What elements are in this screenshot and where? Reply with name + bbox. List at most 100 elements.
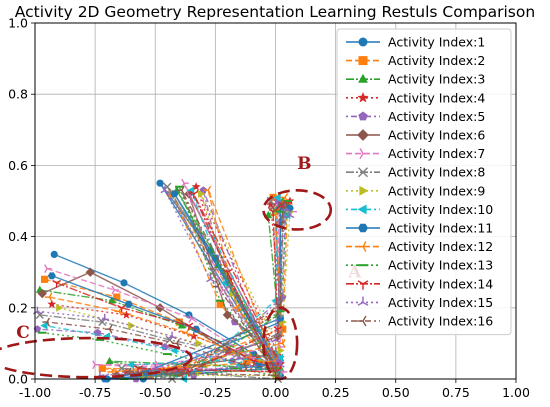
data-point [167,331,177,340]
y-tick-label: 0.2 [8,300,28,315]
data-point [268,203,277,213]
data-point [155,303,165,313]
data-point [120,279,128,287]
data-point [184,322,194,331]
data-point [104,324,113,334]
legend: Activity Index:1 Activity Index:2 Activity… [336,28,512,336]
legend-label: Activity Index:7 [388,146,485,161]
data-point [52,279,62,288]
data-point [275,353,284,362]
data-point [232,303,240,313]
data-point [266,199,276,209]
data-point [126,360,135,369]
y-tick-label: 0.4 [8,229,28,244]
data-point [33,325,42,333]
legend-entry: Activity Index:12 [346,239,493,254]
data-point [121,310,131,319]
x-tick-label: -0.75 [79,385,111,400]
data-point [271,335,280,343]
legend-marker [357,296,369,306]
data-point [111,285,120,295]
data-point [279,325,287,333]
legend-marker [357,280,369,290]
legend-marker [357,315,367,327]
legend-marker [357,241,367,253]
legend-marker [358,56,368,66]
x-tick-label: 0.00 [262,385,290,400]
annotation-ellipse-c [0,336,193,379]
data-point [100,313,110,322]
legend-marker [358,167,368,178]
data-point [170,346,178,355]
legend-marker [357,129,369,141]
data-point [177,185,185,195]
series-layer [33,178,298,384]
data-point [47,299,57,309]
legend-marker [357,204,367,215]
x-tick-label: -0.50 [139,385,171,400]
legend-entry: Activity Index:3 [346,72,485,87]
data-point [40,321,48,330]
data-point [42,317,50,327]
legend-entry: Activity Index:2 [346,53,485,68]
legend-entry: Activity Index:14 [346,276,493,291]
annotation-ellipse-b [262,189,333,231]
data-point [117,304,126,313]
data-point [175,318,183,326]
data-point [198,189,206,198]
x-tick-label: -1.00 [19,385,51,400]
legend-label: Activity Index:13 [388,258,493,273]
data-point [191,182,201,191]
legend-entry: Activity Index:5 [346,109,485,124]
data-point [105,356,114,365]
legend-entry: Activity Index:4 [346,90,485,105]
legend-label: Activity Index:15 [388,295,493,310]
data-point [235,352,244,361]
y-tick-label: 0.0 [8,372,28,387]
legend-label: Activity Index:12 [388,239,493,254]
legend-label: Activity Index:5 [388,109,485,124]
legend-label: Activity Index:8 [388,165,485,180]
data-point [177,321,186,329]
data-point [187,186,195,195]
data-point [195,339,203,348]
data-point [47,272,56,280]
data-point [270,363,279,373]
legend-label: Activity Index:3 [388,72,485,87]
legend-entry: Activity Index:9 [346,183,485,198]
chart-title: Activity 2D Geometry Representation Lear… [15,3,535,21]
axis-ticks: -1.00 -0.75 -0.50 -0.25 0.00 0.25 0.50 0.75 1.00… [8,16,530,401]
data-point [181,328,190,338]
data-point [98,317,107,327]
legend-label: Activity Index:16 [388,314,493,329]
data-point [170,190,179,198]
data-point [219,285,228,295]
data-point [85,267,95,277]
legend-label: Activity Index:4 [388,90,485,105]
legend-label: Activity Index:10 [388,202,493,217]
data-point [44,292,53,302]
data-point [92,360,100,370]
data-point [172,338,180,348]
legend-entry: Activity Index:6 [346,128,485,143]
data-point [278,200,286,209]
y-tick-label: 1.0 [8,16,28,31]
legend-label: Activity Index:14 [388,276,493,291]
legend-marker [359,185,369,196]
annotation-label-b: B [297,154,311,174]
data-point [276,315,285,322]
legend-entry: Activity Index:15 [346,295,493,310]
legend-marker [357,91,369,103]
y-tick-label: 0.8 [8,87,28,102]
legend-marker [358,223,368,233]
data-point [44,264,52,274]
data-point [113,293,121,301]
legend-entry: Activity Index:11 [346,221,493,236]
x-tick-label: 1.00 [502,385,530,400]
data-point [213,282,221,291]
x-tick-label: 0.25 [322,385,350,400]
legend-marker [358,73,368,83]
data-point [239,360,248,370]
data-point [216,300,224,308]
